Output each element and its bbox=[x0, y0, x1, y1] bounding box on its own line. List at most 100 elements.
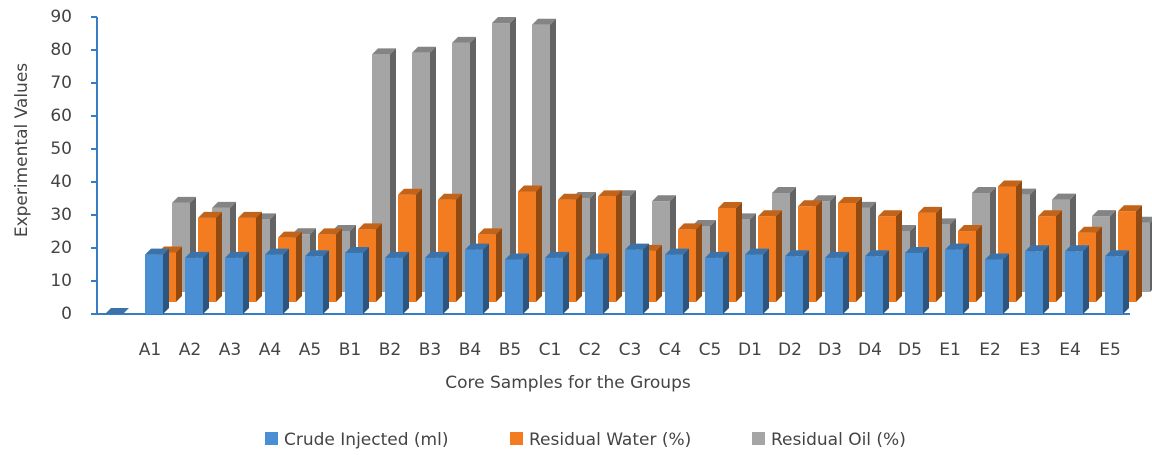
bar bbox=[985, 253, 1009, 314]
bar-top bbox=[372, 48, 396, 55]
bar-side bbox=[856, 197, 862, 302]
bar-side bbox=[576, 193, 582, 302]
x-tick-label: A2 bbox=[179, 340, 201, 360]
y-tick-label: 90 bbox=[50, 7, 72, 27]
bar-top bbox=[558, 193, 582, 200]
x-tick-label: B4 bbox=[459, 340, 481, 360]
bar-front bbox=[785, 256, 803, 314]
bar-side bbox=[336, 228, 342, 302]
bar-top bbox=[838, 197, 862, 203]
bar-top bbox=[798, 200, 822, 207]
bar-front bbox=[305, 256, 323, 314]
x-axis-title: Core Samples for the Groups bbox=[445, 373, 691, 393]
bar bbox=[1025, 245, 1049, 314]
bar-top bbox=[598, 190, 622, 197]
bar-front bbox=[265, 254, 283, 314]
bar bbox=[465, 243, 489, 314]
y-tick-label: 30 bbox=[50, 205, 72, 225]
bar-top bbox=[425, 251, 449, 258]
bar-top bbox=[305, 250, 329, 257]
bar-side bbox=[776, 210, 782, 302]
bar bbox=[865, 250, 889, 314]
bar-side bbox=[483, 243, 489, 314]
y-tick-label: 40 bbox=[50, 172, 72, 192]
bar-top bbox=[998, 180, 1022, 187]
bar-top bbox=[678, 223, 702, 230]
x-tick-label: E2 bbox=[979, 340, 1001, 360]
bar-front bbox=[185, 257, 203, 314]
x-tick-label: C5 bbox=[699, 340, 722, 360]
bar-side bbox=[763, 248, 769, 314]
bar-top bbox=[812, 195, 836, 202]
legend-swatch bbox=[752, 432, 765, 445]
bar-front bbox=[425, 257, 443, 314]
bar-top bbox=[772, 187, 796, 193]
bar-side bbox=[683, 248, 689, 314]
bar-front bbox=[625, 249, 643, 314]
x-tick-label: A4 bbox=[259, 340, 281, 360]
x-tick-label: E1 bbox=[939, 340, 961, 360]
bar-top bbox=[492, 17, 516, 24]
bar-side bbox=[1016, 180, 1022, 302]
bar-top bbox=[585, 253, 609, 260]
bar-top bbox=[185, 251, 209, 258]
bar-top bbox=[905, 246, 929, 253]
bar-top bbox=[505, 253, 529, 260]
bar-side bbox=[563, 251, 569, 314]
bar-top bbox=[625, 243, 649, 250]
bar-top bbox=[1038, 210, 1062, 217]
bar-side bbox=[723, 251, 729, 314]
bar-top bbox=[265, 248, 289, 255]
bar-top bbox=[172, 196, 196, 203]
bar-side bbox=[203, 251, 209, 314]
bar-top bbox=[532, 18, 556, 25]
x-tick-label: D1 bbox=[738, 340, 762, 360]
legend-swatch bbox=[510, 432, 523, 445]
bar-top bbox=[545, 251, 569, 258]
legend-label: Crude Injected (ml) bbox=[284, 430, 448, 450]
bar-front bbox=[985, 259, 1003, 314]
bar-front bbox=[745, 254, 763, 314]
x-tick-label: B3 bbox=[419, 340, 441, 360]
bar bbox=[665, 248, 689, 314]
bar bbox=[105, 308, 129, 314]
bar-side bbox=[456, 193, 462, 302]
y-tick-label: 60 bbox=[50, 106, 72, 126]
bar-top bbox=[785, 250, 809, 257]
bar-front bbox=[385, 257, 403, 314]
y-tick-label: 20 bbox=[50, 238, 72, 258]
bar bbox=[385, 251, 409, 314]
bar bbox=[585, 253, 609, 314]
bar-top bbox=[318, 228, 342, 235]
bar bbox=[425, 251, 449, 314]
bar-front bbox=[905, 252, 923, 314]
bar-front bbox=[225, 257, 243, 314]
bar-top bbox=[718, 201, 742, 208]
bar-top bbox=[465, 243, 489, 250]
bar-front bbox=[1065, 251, 1083, 314]
bar-top bbox=[1105, 250, 1129, 257]
bar-side bbox=[390, 48, 396, 293]
bar bbox=[145, 248, 169, 314]
bar bbox=[185, 251, 209, 314]
bar-side bbox=[1096, 226, 1102, 302]
x-tick-label: A1 bbox=[139, 340, 161, 360]
bar-side bbox=[296, 231, 302, 302]
bar-front bbox=[945, 249, 963, 314]
bar-front bbox=[505, 259, 523, 314]
bar-side bbox=[896, 210, 902, 302]
bar-side bbox=[1056, 210, 1062, 302]
y-tick-label: 10 bbox=[50, 271, 72, 291]
bar-front bbox=[705, 257, 723, 314]
bar-side bbox=[243, 251, 249, 314]
x-tick-label: D3 bbox=[818, 340, 842, 360]
x-tick-label: B1 bbox=[339, 340, 361, 360]
bar-side bbox=[936, 206, 942, 302]
x-tick-label: E5 bbox=[1099, 340, 1121, 360]
x-tick-label: B5 bbox=[499, 340, 521, 360]
bar-side bbox=[470, 36, 476, 292]
x-tick-label: C1 bbox=[539, 340, 562, 360]
bar bbox=[745, 248, 769, 314]
x-tick-label: A5 bbox=[299, 340, 321, 360]
y-axis-title: Experimental Values bbox=[12, 63, 32, 237]
